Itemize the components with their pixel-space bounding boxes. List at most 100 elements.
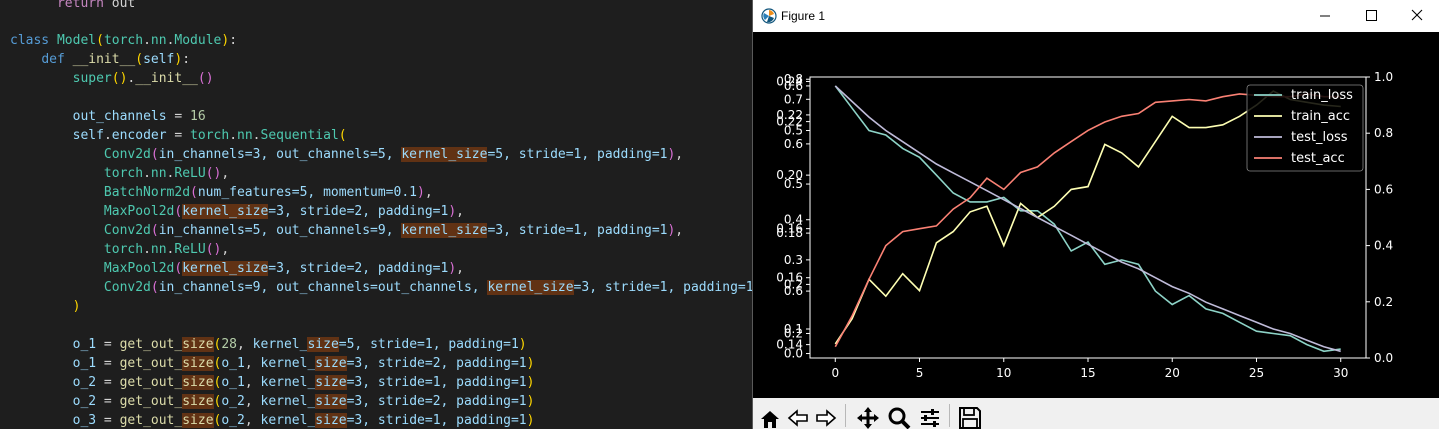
left-tick-label: 0.0 [784,347,803,361]
variable: o_1 [72,337,97,352]
code-text: =3, stride=1, padding=1 [346,413,527,428]
function-call: get_out_ [119,356,183,371]
highlighted-text: kernel_size [182,261,269,276]
highlighted-text: kernel_size [182,204,269,219]
close-icon [1411,9,1423,21]
code-text: nn [150,33,167,48]
variable: out_channels [72,109,167,124]
class-name: Conv2d [103,223,151,238]
function-call: get_out_ [119,375,183,390]
keyword: return [56,0,104,11]
variable: o_3 [72,413,97,428]
pan-icon[interactable] [856,406,880,429]
code-text: nn [150,166,167,181]
left-tick-label: 0.5 [784,177,803,191]
home-icon[interactable] [758,406,782,429]
code-text: =3, stride=1, padding=1 [487,223,668,238]
series-line-test-loss [834,85,1341,353]
left-tick-label: 0.6 [784,79,803,93]
code-text: nn [150,242,167,257]
highlighted-text: size [315,375,347,390]
configure-subplots-icon[interactable] [918,406,942,429]
code-text: =3, stride=1, padding=1 [573,280,752,295]
code-line: MaxPool2d(kernel_size=3, stride=2, paddi… [103,261,464,276]
matplotlib-icon [761,8,777,24]
forward-icon[interactable] [814,406,838,429]
code-text: =3, stride=2, padding=1 [346,394,527,409]
highlighted-text: size [182,356,214,371]
left-tick-label: 0.22 [776,108,803,122]
x-tick-label: 15 [1080,366,1095,380]
zoom-icon[interactable] [887,406,911,429]
variable: o_2 [221,394,245,409]
variable: o_2 [72,375,97,390]
legend[interactable]: train_loss train_acc test_loss test_acc [1246,84,1364,172]
code-text: out [103,0,136,11]
highlighted-text: kernel_size [401,223,488,238]
maximize-button[interactable] [1348,0,1394,32]
left-tick-label: 0.8 [784,72,803,86]
left-tick-label: 0.5 [784,124,803,138]
left-tick-label: 0.3 [784,253,803,267]
code-line: Conv2d(in_channels=9, out_channels=out_c… [103,280,752,295]
x-tick-label: 30 [1333,366,1348,380]
minimize-button[interactable] [1302,0,1348,32]
keyword: class [10,33,50,48]
class-name: BatchNorm2d [103,185,191,200]
variable: encoder [111,128,167,143]
legend-label-train-acc: train_acc [1291,109,1350,124]
code-text: Module [174,33,222,48]
variable: o_2 [72,394,97,409]
function-call: super [72,71,112,86]
code-text: in_channels=3, out_channels=5, [158,147,402,162]
code-text: kernel_ [260,413,316,428]
code-line: o_2 = get_out_size(o_2, kernel_size=3, s… [72,394,535,409]
left-tick-label: 0.2 [784,326,803,340]
highlighted-text: kernel_size [401,147,488,162]
variable: o_1 [221,375,245,390]
code-line: torch.nn.ReLU(), [103,166,230,181]
code-editor[interactable]: return out class Model(torch.nn.Module):… [0,0,752,429]
code-line: o_2 = get_out_size(o_1, kernel_size=3, s… [72,375,535,390]
class-name: MaxPool2d [103,261,175,276]
save-icon[interactable] [958,406,982,429]
right-tick-label: 1.0 [1374,70,1393,84]
code-text: kernel_ [260,356,316,371]
navigation-toolbar[interactable] [753,398,1439,429]
code-text: in_channels=5, out_channels=9, [158,223,402,238]
code-line: MaxPool2d(kernel_size=3, stride=2, paddi… [103,204,464,219]
code-text: kernel_ [252,337,308,352]
right-tick-label: 0.6 [1374,182,1393,196]
variable: o_1 [221,356,245,371]
code-line: torch.nn.ReLU(), [103,242,230,257]
left-tick-label: 0.4 [784,213,803,227]
plot-canvas[interactable]: 0 5 10 15 20 25 300.00.140.10.20.60.20.160.30.… [753,32,1439,398]
highlighted-text: kernel_size [487,280,574,295]
code-text: torch [190,128,230,143]
code-text: torch [103,242,144,257]
class-name: Sequential [260,128,339,143]
window-titlebar[interactable]: Figure 1 [753,0,1439,32]
param: self [143,52,175,67]
function-call: get_out_ [119,337,183,352]
code-text: =3, stride=1, padding=1 [346,375,527,390]
legend-label-train-loss: train_loss [1291,88,1353,103]
toolbar-separator [949,404,950,427]
maximize-icon [1366,10,1377,21]
back-icon[interactable] [786,406,810,429]
code-line: super().__init__() [72,71,214,86]
code-text: nn [237,128,253,143]
right-tick-label: 0.4 [1374,239,1393,253]
close-button[interactable] [1394,0,1439,32]
variable: o_2 [221,413,245,428]
code-line: class Model(torch.nn.Module): [10,33,238,48]
left-tick-label: 0.2 [784,277,803,291]
left-tick-label: 0.6 [784,284,803,298]
series-line-train-loss [834,85,1341,353]
figure-window[interactable]: Figure 1 0 5 10 15 20 25 30 0.0 0.14 0.1 0.2 0.6 0.2… [752,0,1439,429]
left-tick-label: 0.7 [784,92,803,106]
code-line: Conv2d(in_channels=3, out_channels=5, ke… [103,147,684,162]
code-line: def __init__(self): [41,52,191,67]
class-name: MaxPool2d [103,204,175,219]
code-line: o_3 = get_out_size(o_2, kernel_size=3, s… [72,413,535,428]
